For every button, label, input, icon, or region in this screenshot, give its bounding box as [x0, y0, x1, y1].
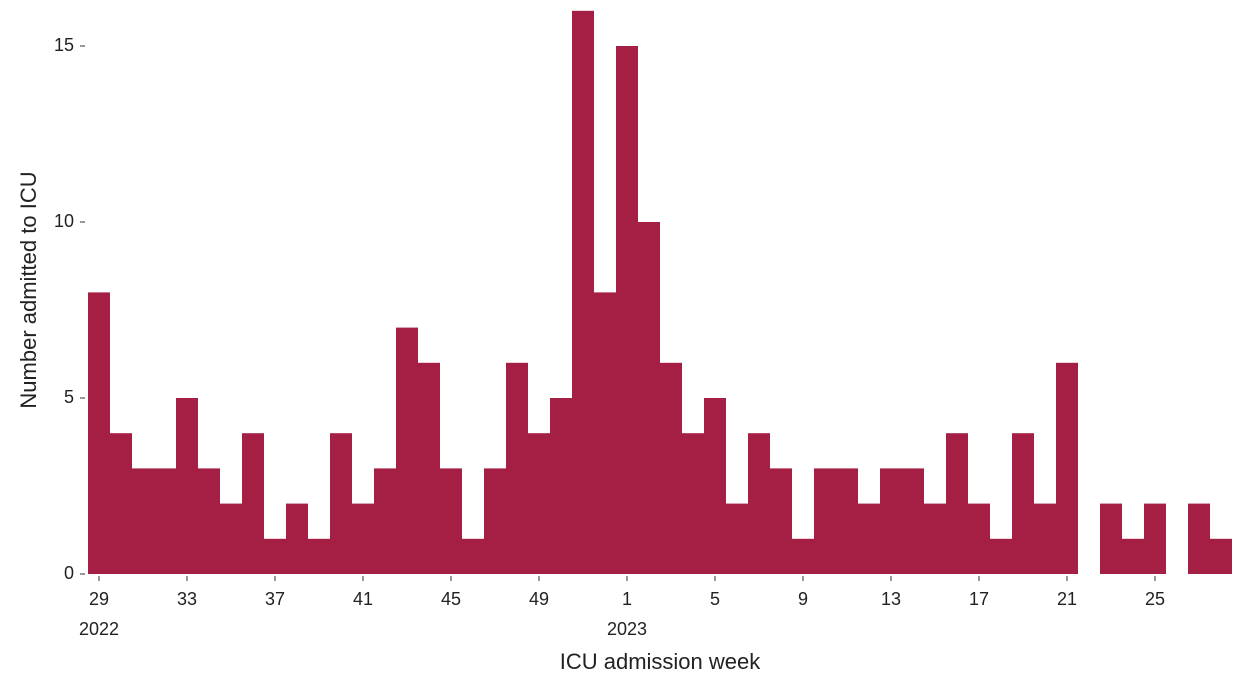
y-tick-label: 10: [54, 211, 74, 231]
bar: [550, 398, 572, 574]
x-tick-label: 49: [528, 589, 550, 609]
bar: [1012, 433, 1034, 574]
bar: [264, 538, 286, 574]
bar: [154, 468, 176, 574]
bar: [1122, 538, 1144, 574]
x-tick-label: 5: [709, 589, 720, 609]
y-tick-label: 0: [64, 563, 74, 583]
bar: [572, 10, 594, 575]
bar: [814, 468, 836, 574]
bar: [902, 468, 924, 574]
x-tick-label: 41: [352, 589, 374, 609]
x-axis-title: ICU admission week: [560, 649, 762, 674]
bar: [968, 503, 990, 574]
x-tick-label: 25: [1144, 589, 1166, 609]
x-tick-label: 29 2022: [78, 589, 120, 639]
x-tick-label: 13: [880, 589, 902, 609]
bar: [1144, 503, 1166, 574]
bar: [440, 468, 462, 574]
bar: [352, 503, 374, 574]
y-axis-title: Number admitted to ICU: [16, 171, 41, 408]
bar: [418, 362, 440, 574]
bar: [110, 433, 132, 574]
bar: [1056, 362, 1078, 574]
bar: [1100, 503, 1122, 574]
bar: [682, 433, 704, 574]
bar: [638, 222, 660, 574]
bar: [198, 468, 220, 574]
bar: [946, 433, 968, 574]
bar: [748, 433, 770, 574]
y-tick-label: 5: [64, 387, 74, 407]
bar: [1188, 503, 1210, 574]
bar: [836, 468, 858, 574]
bar: [242, 433, 264, 574]
x-tick-label: 21: [1056, 589, 1078, 609]
x-tick-label: 17: [968, 589, 990, 609]
bar: [220, 503, 242, 574]
x-tick-label: 33: [176, 589, 198, 609]
bar: [660, 362, 682, 574]
x-tick-label: 45: [440, 589, 462, 609]
bar: [704, 398, 726, 574]
bar: [594, 292, 616, 574]
bar: [792, 538, 814, 574]
x-tick-label: 1 2023: [606, 589, 648, 639]
bar: [1034, 503, 1056, 574]
bar: [484, 468, 506, 574]
bar: [616, 46, 638, 574]
bar: [990, 538, 1012, 574]
bar: [726, 503, 748, 574]
bar: [858, 503, 880, 574]
bar: [374, 468, 396, 574]
bar: [176, 398, 198, 574]
bar: [308, 538, 330, 574]
bar: [1210, 538, 1232, 574]
bar: [880, 468, 902, 574]
x-tick-label: 37: [264, 589, 286, 609]
bar: [770, 468, 792, 574]
bar: [396, 327, 418, 574]
bar: [330, 433, 352, 574]
bar: [924, 503, 946, 574]
bar: [286, 503, 308, 574]
y-tick-label: 15: [54, 35, 74, 55]
bar: [506, 362, 528, 574]
bar: [528, 433, 550, 574]
bar: [88, 292, 110, 574]
bar: [462, 538, 484, 574]
bar: [132, 468, 154, 574]
x-tick-label: 9: [797, 589, 808, 609]
